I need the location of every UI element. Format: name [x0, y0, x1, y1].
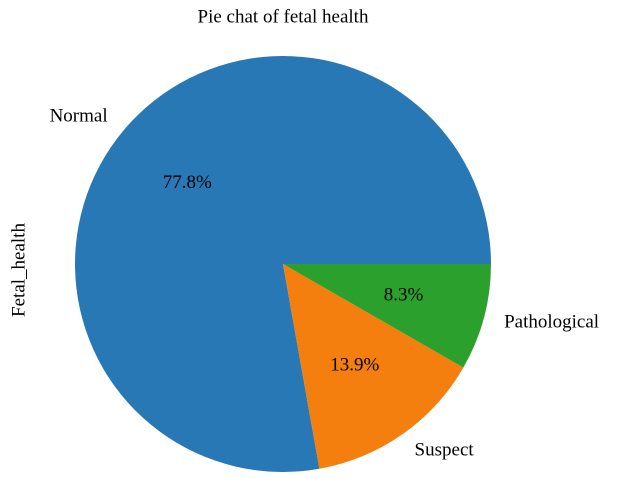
pie-slice [283, 264, 491, 368]
slice-label: Pathological [504, 311, 599, 332]
y-axis-label: Fetal_health [8, 223, 29, 317]
slice-label: Normal [50, 105, 108, 126]
slice-label: Suspect [415, 440, 475, 461]
value-label: 8.3% [384, 285, 424, 306]
chart-title: Pie chat of fetal health [198, 6, 369, 27]
pie-slice [283, 264, 464, 469]
value-label: 77.8% [163, 172, 212, 193]
value-label: 13.9% [330, 354, 379, 375]
